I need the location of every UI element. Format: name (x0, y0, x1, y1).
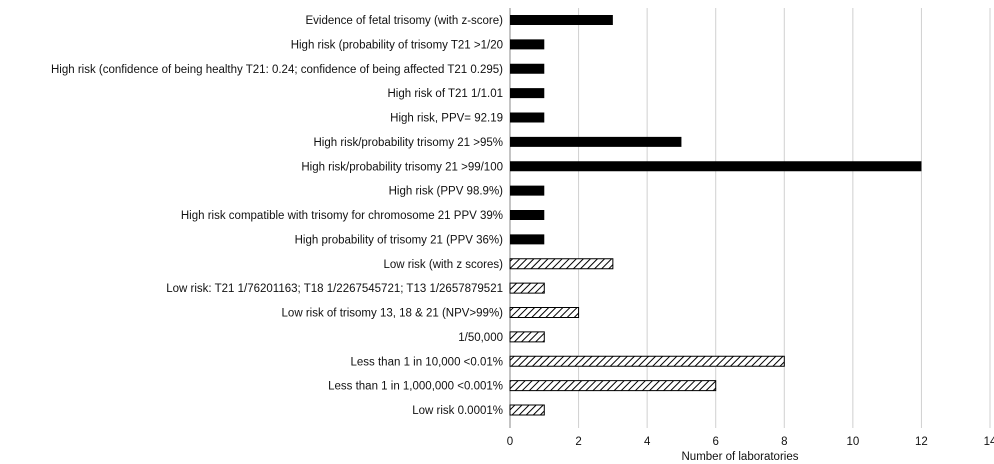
category-label: High risk compatible with trisomy for ch… (181, 210, 503, 222)
category-label: High probability of trisomy 21 (PPV 36%) (295, 234, 504, 246)
category-label: High risk, PPV= 92.19 (390, 113, 503, 125)
category-label: Low risk 0.0001% (412, 405, 503, 417)
bar-5 (510, 136, 682, 147)
x-tick-label: 0 (507, 436, 513, 448)
category-labels: Evidence of fetal trisomy (with z-score)… (51, 15, 503, 417)
bar-8 (510, 210, 545, 220)
category-label: Evidence of fetal trisomy (with z-score) (306, 15, 504, 27)
gridlines (509, 8, 991, 428)
bar-16 (509, 404, 545, 416)
category-label: High risk (PPV 98.9%) (389, 186, 504, 198)
bar-7 (510, 185, 545, 196)
bar-1 (510, 39, 545, 50)
bar-15 (509, 380, 717, 392)
x-tick-label: 4 (644, 436, 651, 448)
category-label: Low risk (with z scores) (384, 259, 504, 271)
x-tick-label: 10 (846, 436, 859, 448)
x-tick-label: 14 (984, 436, 994, 448)
bar-13 (509, 331, 545, 343)
bar-2 (510, 63, 545, 74)
category-label: High risk (confidence of being healthy T… (51, 64, 503, 76)
x-axis-title: Number of laboratories (682, 451, 799, 463)
bar-4 (510, 112, 545, 123)
bar-3 (510, 88, 545, 99)
x-tick-label: 8 (781, 436, 787, 448)
bar-9 (510, 234, 545, 245)
category-label: 1/50,000 (458, 332, 503, 344)
bar-12 (509, 307, 580, 318)
category-label: Less than 1 in 10,000 <0.01% (351, 356, 504, 368)
bar-0 (510, 15, 613, 25)
category-label: High risk of T21 1/1.01 (388, 88, 504, 100)
x-tick-label: 2 (575, 436, 581, 448)
category-label: Low risk: T21 1/76201163; T18 1/22675457… (166, 283, 503, 295)
category-label: Less than 1 in 1,000,000 <0.001% (328, 381, 503, 393)
bar-11 (509, 282, 545, 294)
x-tick-labels: 0 2 4 6 8 10 12 14 (507, 436, 994, 448)
bar-10 (509, 258, 614, 270)
x-tick-label: 6 (713, 436, 719, 448)
category-label: High risk/probability trisomy 21 >95% (313, 137, 503, 149)
category-label: High risk/probability trisomy 21 >99/100 (301, 161, 503, 173)
bar-14 (509, 355, 785, 367)
bar-6 (510, 161, 922, 172)
category-label: High risk (probability of trisomy T21 >1… (291, 39, 503, 51)
bars (509, 15, 922, 416)
category-label: Low risk of trisomy 13, 18 & 21 (NPV>99%… (282, 308, 504, 320)
x-tick-label: 12 (915, 436, 928, 448)
